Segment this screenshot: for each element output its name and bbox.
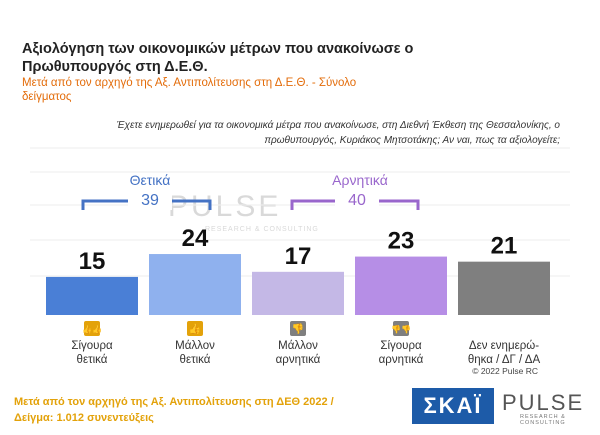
- watermark: PULSE: [168, 190, 282, 223]
- positive-group-value: 39: [128, 192, 172, 210]
- negative-group-label: Αρνητικά: [332, 172, 388, 188]
- thumb-up-icon: 👍: [187, 321, 203, 336]
- pulse-logo: PULSE: [502, 390, 585, 415]
- category-label: Σίγουρα: [71, 340, 113, 352]
- negative-group-value: 40: [335, 192, 379, 210]
- footer-line-1: Μετά από τον αρχηγό της Αξ. Αντιπολίτευσ…: [14, 396, 334, 408]
- category-label: Σίγουρα: [380, 340, 422, 352]
- bar-value-label: 17: [285, 243, 312, 270]
- survey-question: Έχετε ενημερωθεί για τα οικονομικά μέτρα…: [116, 120, 560, 146]
- bar-value-label: 23: [388, 228, 415, 255]
- bar-2: [149, 254, 241, 315]
- svg-text:👎: 👎: [292, 323, 304, 335]
- bar-5: [458, 261, 550, 315]
- watermark-sub: RESEARCH & CONSULTING: [205, 226, 319, 233]
- bar-1: [46, 276, 138, 315]
- double-thumbs-up-icon: 👍👍: [82, 321, 102, 336]
- bar-value-label: 15: [79, 248, 106, 275]
- skai-logo: ΣΚΑΪ: [412, 388, 494, 424]
- category-label: θηκα / ΔΓ / ΔΑ: [468, 354, 541, 366]
- pulse-logo-sub: RESEARCH & CONSULTING: [520, 414, 566, 426]
- category-label: θετικά: [180, 354, 211, 366]
- category-label: θετικά: [77, 354, 108, 366]
- bar-value-label: 21: [491, 233, 518, 260]
- svg-text:👍👍: 👍👍: [82, 324, 102, 334]
- footer-note: Μετά από τον αρχηγό της Αξ. Αντιπολίτευσ…: [14, 394, 334, 426]
- bar-3: [252, 271, 344, 315]
- footer-line-2: Δείγμα: 1.012 συνεντεύξεις: [14, 412, 154, 424]
- svg-text:👍: 👍: [189, 322, 201, 335]
- positive-group-label: Θετικά: [129, 172, 171, 188]
- category-label: αρνητικά: [276, 354, 321, 366]
- thumb-down-icon: 👎: [290, 321, 306, 336]
- category-label: Μάλλον: [278, 340, 318, 352]
- chart-title: Αξιολόγηση των οικονομικών μέτρων που αν…: [22, 41, 414, 75]
- category-label: αρνητικά: [379, 354, 424, 366]
- category-label: Μάλλον: [175, 340, 215, 352]
- chart-subtitle: Μετά από τον αρχηγό της Αξ. Αντιπολίτευσ…: [22, 77, 357, 103]
- bar-4: [355, 256, 447, 315]
- bar-value-label: 24: [182, 225, 209, 252]
- double-thumbs-down-icon: 👎👎: [391, 321, 411, 336]
- category-label: Δεν ενημερώ-: [469, 340, 539, 352]
- copyright: © 2022 Pulse RC: [472, 366, 538, 376]
- svg-text:👎👎: 👎👎: [391, 325, 411, 334]
